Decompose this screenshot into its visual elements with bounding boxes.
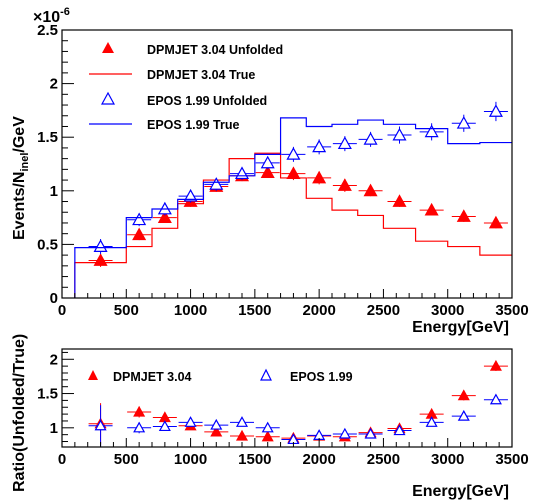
top-x-tick-label: 1000	[174, 302, 207, 319]
bottom-x-tick-label: 1500	[238, 451, 271, 468]
bottom-y-axis-label: Ratio(Unfolded/True)	[11, 334, 28, 492]
top-x-tick-label: 500	[114, 302, 139, 319]
top-panel: 0 500 1000 1500 2000 2500 3000 350000.511.522.5…	[11, 6, 529, 336]
top-x-tick-label: 1500	[238, 302, 271, 319]
top-y-tick-label: 0	[50, 290, 58, 307]
top-series-0-point	[287, 168, 299, 179]
top-series-0-point	[394, 196, 406, 207]
top-x-tick-label: 2000	[302, 302, 335, 319]
bottom-tick-labels: 0 500 1000 1500 2000 2500 3000 3500 1 1.5 2	[37, 351, 529, 468]
bottom-x-tick-label: 2000	[302, 451, 335, 468]
bottom-y-tick-label: 1.5	[37, 386, 58, 403]
top-series-2-point	[365, 133, 377, 144]
bottom-x-tick-label: 0	[58, 451, 66, 468]
top-legend: DPMJET 3.04 Unfolded DPMJET 3.04 True EP…	[89, 42, 283, 132]
top-y-tick-label: 0.5	[37, 236, 58, 253]
top-plot-frame	[62, 30, 512, 298]
top-x-tick-label: 3000	[431, 302, 464, 319]
top-series-2-point	[313, 141, 325, 152]
top-series-0-point	[426, 204, 438, 215]
top-series-0-point	[458, 211, 470, 222]
top-series-2-point	[490, 105, 502, 116]
top-y-axis-label: Events/Ninel/GeV	[11, 116, 31, 240]
legend-epos-unfolded-marker	[102, 93, 114, 104]
bottom-legend: DPMJET 3.04 EPOS 1.99	[88, 370, 353, 384]
legend-epos-unfolded-label: EPOS 1.99 Unfolded	[147, 94, 267, 108]
top-series-2-point	[236, 168, 248, 179]
top-series-2-point	[287, 148, 299, 159]
top-series-0-point	[313, 172, 325, 183]
bottom-x-tick-label: 500	[114, 451, 139, 468]
top-series-0-point	[95, 254, 107, 265]
bottom-x-tick-label: 1000	[174, 451, 207, 468]
top-y-tick-label: 1	[50, 183, 58, 200]
top-axis-ticks	[62, 30, 512, 298]
top-series-0-point	[339, 179, 351, 190]
top-series-0-point	[133, 229, 145, 240]
legend-epos-label: EPOS 1.99	[290, 370, 353, 384]
bottom-axis-ticks	[62, 352, 512, 447]
top-x-tick-label: 0	[58, 302, 66, 319]
bottom-y-tick-label: 1	[50, 420, 58, 437]
top-series-2-point	[95, 241, 107, 252]
legend-epos-true-label: EPOS 1.99 True	[147, 118, 239, 132]
top-x-axis-label: Energy[GeV]	[412, 319, 509, 336]
bottom-panel: 0 500 1000 1500 2000 2500 3000 3500 1 1.5 2 Ratio(…	[11, 334, 529, 500]
top-series-0-point	[365, 185, 377, 196]
legend-dpmjet-unfolded-label: DPMJET 3.04 Unfolded	[147, 43, 283, 57]
top-series-0-point	[490, 217, 502, 228]
top-x-tick-label: 3500	[495, 302, 528, 319]
bottom-y-tick-label: 2	[50, 351, 58, 368]
legend-dpmjet-unfolded-marker	[102, 42, 114, 53]
legend-dpmjet-true-label: DPMJET 3.04 True	[147, 68, 255, 82]
bottom-x-tick-label: 2500	[367, 451, 400, 468]
top-x-tick-label: 2500	[367, 302, 400, 319]
top-series-2-point	[262, 157, 274, 168]
top-series-2-point	[394, 129, 406, 140]
top-series-2-point	[426, 126, 438, 137]
top-y-tick-label: 2	[50, 76, 58, 93]
bottom-x-tick-label: 3000	[431, 451, 464, 468]
top-series-2-point	[339, 138, 351, 149]
bottom-plot-frame	[62, 349, 512, 447]
bottom-x-axis-label: Energy[GeV]	[412, 483, 509, 500]
top-series-2-point	[458, 117, 470, 128]
legend-epos-marker	[261, 370, 271, 380]
legend-dpmjet-label: DPMJET 3.04	[113, 370, 192, 384]
bottom-x-tick-label: 3500	[495, 451, 528, 468]
top-series-layer	[75, 102, 512, 298]
top-series-2-point	[133, 214, 145, 225]
top-series-3-step-line	[75, 118, 512, 298]
top-y-tick-label: 1.5	[37, 129, 58, 146]
legend-dpmjet-marker	[88, 370, 98, 380]
top-exponent-label: ×10-6	[33, 6, 70, 26]
